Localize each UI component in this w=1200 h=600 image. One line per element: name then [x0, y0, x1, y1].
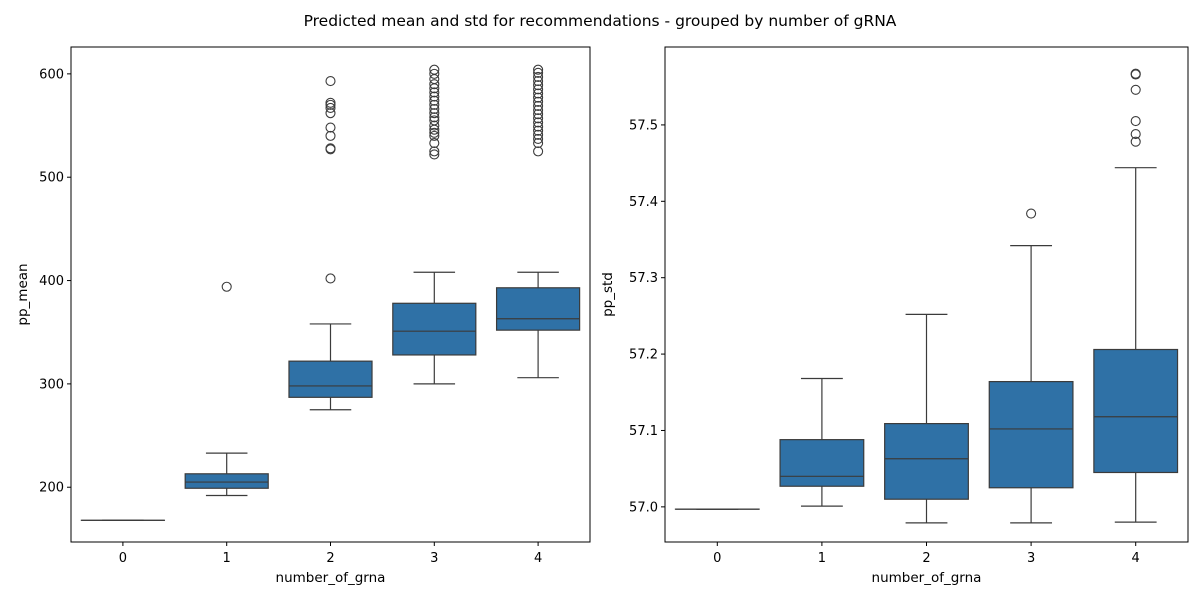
- x-tick-label: 3: [430, 551, 438, 566]
- outlier-point: [429, 127, 440, 138]
- y-tick-label: 200: [39, 481, 64, 496]
- y-tick-label: 300: [39, 377, 64, 392]
- outlier-point: [533, 121, 544, 132]
- box-iqr: [779, 439, 865, 487]
- y-tick-label: 57.4: [629, 195, 658, 210]
- right-panel-pp-std: 57.0 57.1 57.2 57.3 57.4 57.5 0 1 2 3 4 number_of_g…: [600, 46, 1189, 586]
- box-iqr: [288, 360, 373, 398]
- x-tick-label: 3: [1027, 551, 1035, 566]
- outlier-point: [533, 88, 544, 99]
- box-iqr: [392, 302, 477, 356]
- box-category-1: [184, 281, 269, 497]
- y-tick-label: 57.0: [629, 500, 658, 515]
- outlier-point: [533, 146, 544, 157]
- y-tick-label: 57.3: [629, 271, 658, 286]
- outlier-point: [429, 149, 440, 160]
- outlier-point: [429, 115, 440, 126]
- box-category-2: [288, 76, 373, 411]
- x-tick-label: 2: [326, 551, 334, 566]
- x-tick-label: 4: [534, 551, 542, 566]
- outlier-point: [429, 79, 440, 90]
- x-axis-label: number_of_grna: [276, 570, 386, 586]
- outlier-point: [325, 108, 336, 119]
- y-tick-label: 57.5: [629, 118, 658, 133]
- outlier-point: [1130, 116, 1141, 127]
- outlier-point: [325, 143, 336, 154]
- y-axis-label: pp_std: [600, 272, 616, 317]
- outlier-point: [1026, 208, 1037, 219]
- x-tick-label: 0: [713, 551, 721, 566]
- outlier-point: [429, 91, 440, 102]
- box-category-2: [884, 313, 969, 524]
- outlier-point: [325, 273, 336, 284]
- outlier-point: [325, 102, 336, 114]
- box-iqr: [884, 422, 969, 500]
- outlier-point: [429, 130, 440, 141]
- y-tick-label: 57.2: [629, 348, 658, 363]
- outlier-point: [533, 125, 544, 136]
- outlier-point: [1130, 68, 1141, 79]
- box-category-4: [1093, 68, 1179, 523]
- outlier-point: [533, 138, 544, 149]
- box-iqr: [988, 380, 1074, 489]
- outlier-point: [1130, 129, 1141, 140]
- x-axis-label: number_of_grna: [872, 570, 982, 586]
- outlier-point: [533, 117, 544, 128]
- outlier-point: [325, 76, 336, 87]
- outlier-point: [533, 76, 544, 87]
- outlier-point: [533, 84, 544, 95]
- box-category-1: [779, 377, 865, 507]
- outlier-point: [429, 99, 440, 110]
- y-tick-label: 57.1: [629, 424, 658, 439]
- y-tick-label: 400: [39, 274, 64, 289]
- outlier-point: [429, 95, 440, 106]
- outlier-point: [325, 97, 336, 108]
- outlier-point: [429, 112, 440, 123]
- outlier-point: [533, 64, 544, 75]
- outlier-point: [325, 130, 336, 141]
- figure-title: Predicted mean and std for recommendatio…: [304, 12, 897, 30]
- box-category-4: [495, 64, 581, 379]
- left-panel-pp-mean: 200 300 400 500 600 0 1 2 3 4 number_of_grna pp_mea…: [15, 46, 591, 586]
- outlier-point: [325, 122, 336, 133]
- x-tick-label: 2: [922, 551, 930, 566]
- outlier-point: [429, 108, 440, 119]
- outlier-point: [533, 96, 544, 107]
- outlier-point: [533, 104, 544, 116]
- y-tick-label: 500: [39, 171, 64, 186]
- box-iqr: [184, 473, 269, 489]
- y-tick-label: 600: [39, 67, 64, 82]
- outlier-point: [429, 138, 440, 149]
- outlier-point: [533, 100, 544, 111]
- outlier-point: [1130, 84, 1141, 95]
- outlier-point: [533, 129, 544, 140]
- outlier-point: [533, 92, 544, 103]
- outlier-point: [533, 71, 544, 83]
- outlier-point: [1130, 136, 1141, 147]
- outlier-point: [533, 113, 544, 124]
- x-tick-label: 0: [119, 551, 127, 566]
- outlier-point: [429, 87, 440, 98]
- outlier-point: [429, 64, 440, 75]
- x-tick-label: 1: [818, 551, 826, 566]
- x-tick-label: 4: [1132, 551, 1140, 566]
- box-iqr: [495, 287, 581, 331]
- box-category-3: [392, 64, 477, 385]
- outlier-point: [429, 120, 440, 131]
- box-iqr: [1093, 348, 1179, 474]
- box-category-3: [988, 208, 1074, 524]
- outlier-point: [533, 133, 544, 145]
- outlier-point: [533, 80, 544, 91]
- outlier-point: [429, 68, 440, 79]
- outlier-point: [533, 67, 544, 78]
- y-axis-label: pp_mean: [15, 263, 31, 325]
- x-tick-label: 1: [223, 551, 231, 566]
- outlier-point: [429, 103, 440, 115]
- outlier-point: [221, 281, 232, 292]
- outlier-point: [429, 146, 440, 157]
- outlier-point: [533, 109, 544, 120]
